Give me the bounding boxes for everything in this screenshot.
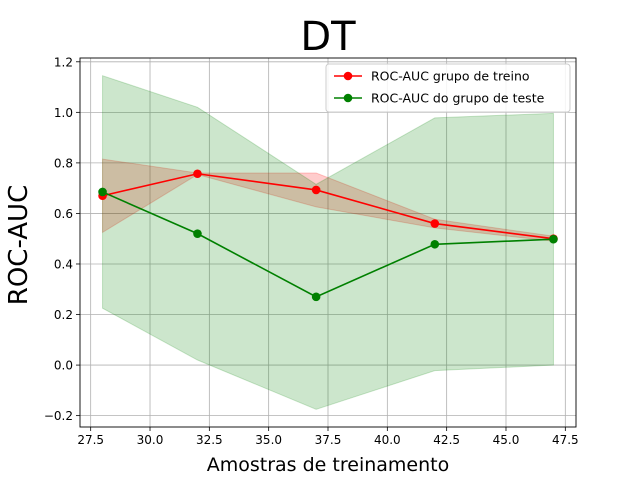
x-tick-label: 37.5 (315, 433, 342, 447)
chart-title: DT (300, 14, 356, 60)
y-tick-label: 0.4 (54, 257, 73, 271)
y-axis-label: ROC-AUC (4, 185, 34, 305)
legend-label: ROC-AUC do grupo de teste (371, 91, 545, 106)
x-tick-label: 30.0 (137, 433, 164, 447)
x-tick-label: 47.5 (552, 433, 579, 447)
y-tick-label: 0.2 (54, 308, 73, 322)
legend-marker (343, 71, 353, 81)
x-tick-label: 42.5 (433, 433, 460, 447)
y-tick-label: 0.8 (54, 156, 73, 170)
point-series-1 (549, 234, 558, 244)
legend-label: ROC-AUC grupo de treino (371, 69, 530, 84)
grid (80, 58, 576, 427)
y-tick-label: 0.0 (54, 359, 73, 373)
legend: ROC-AUC grupo de treino ROC-AUC do grupo … (325, 63, 571, 113)
x-tick-label: 35.0 (255, 433, 282, 447)
series-lines (98, 169, 558, 302)
band-series-1 (102, 74, 554, 410)
plot-frame (79, 57, 577, 428)
point-series-0 (430, 219, 440, 228)
x-axis-label: Amostras de treinamento (207, 454, 449, 476)
x-tick-label: 45.0 (493, 433, 520, 447)
point-series-0 (311, 185, 321, 195)
point-series-1 (430, 239, 440, 249)
confidence-bands (102, 74, 554, 410)
y-tick-label: 0.6 (54, 207, 73, 221)
y-tick-label: −0.2 (44, 409, 73, 423)
y-tick-label: 1.0 (54, 106, 73, 120)
y-tick-label: 1.2 (54, 55, 73, 69)
tick-labels: 27.5 30.0 32.5 35.0 37.5 40.0 42.5 45.0 47.5 −0.2… (44, 55, 579, 447)
point-series-1 (193, 229, 202, 238)
x-tick-label: 32.5 (196, 433, 223, 447)
axes (76, 57, 577, 431)
legend-marker (343, 93, 353, 103)
point-series-1 (98, 187, 107, 197)
x-tick-label: 40.0 (374, 433, 401, 447)
legend-box (325, 63, 571, 113)
point-series-0 (193, 169, 202, 179)
point-series-1 (311, 292, 321, 302)
x-tick-label: 27.5 (77, 433, 104, 447)
